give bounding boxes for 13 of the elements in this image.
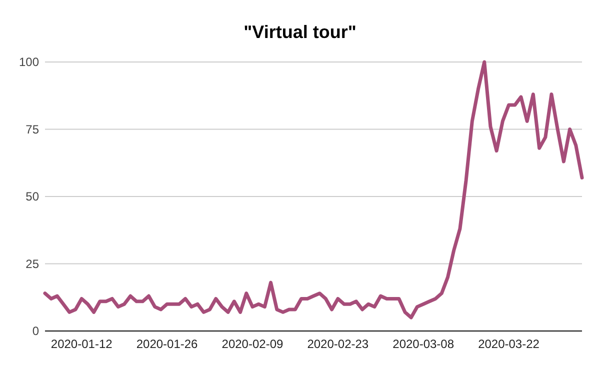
x-tick-label: 2020-01-12 [50,337,113,351]
x-tick-label: 2020-02-09 [222,337,284,351]
line-series [43,60,584,320]
x-tick-label: 2020-03-08 [392,337,454,351]
x-tick-label: 2020-02-23 [307,337,369,351]
x-tick-label: 2020-03-22 [478,337,540,351]
x-tick-label: 2020-01-26 [136,337,198,351]
y-tick-label: 100 [18,55,40,70]
y-tick-label: 75 [26,122,40,136]
y-tick-label: 50 [26,190,40,204]
y-tick-label: 0 [32,324,40,338]
y-tick-label: 25 [26,256,40,271]
chart-title: "Virtual tour" [244,22,356,42]
